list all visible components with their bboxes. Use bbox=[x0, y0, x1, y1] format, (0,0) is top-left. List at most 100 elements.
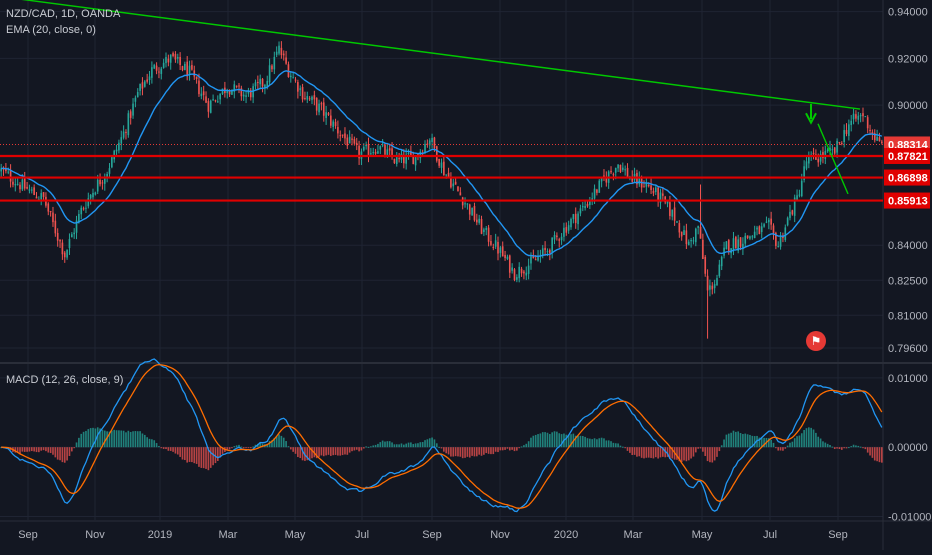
candle-body bbox=[292, 77, 294, 79]
macd-histogram-bar bbox=[468, 447, 471, 458]
macd-legend[interactable]: MACD (12, 26, close, 9) bbox=[6, 374, 124, 386]
macd-histogram-bar bbox=[214, 447, 217, 464]
candle-body bbox=[657, 187, 659, 201]
macd-histogram-bar bbox=[127, 430, 130, 448]
macd-histogram-bar bbox=[341, 447, 344, 456]
candle-body bbox=[351, 138, 353, 140]
candle-body bbox=[219, 93, 221, 100]
macd-histogram-bar bbox=[669, 447, 671, 459]
macd-histogram-bar bbox=[803, 430, 805, 448]
macd-histogram-bar bbox=[713, 447, 716, 461]
candle-body bbox=[709, 285, 711, 290]
candle-body bbox=[308, 98, 311, 100]
time-axis-tick-label: 2020 bbox=[554, 529, 578, 541]
candle-body bbox=[257, 81, 259, 83]
candle-body bbox=[367, 143, 370, 156]
candle-body bbox=[880, 141, 883, 143]
flag-event-icon[interactable]: ⚑ bbox=[806, 331, 826, 351]
candle-body bbox=[777, 245, 780, 247]
macd-histogram-bar bbox=[459, 447, 462, 457]
candle-body bbox=[205, 96, 207, 103]
ema-legend[interactable]: EMA (20, close, 0) bbox=[6, 24, 96, 36]
candle-body bbox=[318, 103, 320, 113]
candle-body bbox=[30, 189, 33, 191]
macd-histogram-bar bbox=[431, 437, 433, 448]
candle-body bbox=[176, 57, 179, 59]
macd-histogram-bar bbox=[35, 447, 38, 453]
candle-body bbox=[560, 236, 563, 241]
macd-histogram-bar bbox=[666, 447, 669, 457]
candle-body bbox=[377, 151, 379, 154]
candle-body bbox=[833, 147, 836, 154]
candle-body bbox=[702, 239, 704, 260]
symbol-legend[interactable]: NZD/CAD, 1D, OANDA bbox=[6, 8, 121, 20]
macd-histogram-bar bbox=[16, 447, 19, 453]
candle-body bbox=[534, 259, 537, 261]
candle-body bbox=[193, 70, 196, 77]
macd-histogram-bar bbox=[544, 432, 546, 448]
macd-histogram-bar bbox=[772, 442, 775, 448]
macd-histogram-bar bbox=[520, 446, 523, 448]
candle-body bbox=[294, 79, 297, 81]
macd-histogram-bar bbox=[28, 447, 31, 452]
macd-histogram-bar bbox=[134, 431, 137, 448]
macd-histogram-bar bbox=[464, 447, 466, 458]
candle-body bbox=[727, 240, 730, 251]
macd-histogram-bar bbox=[403, 444, 405, 448]
macd-histogram-bar bbox=[259, 442, 262, 448]
candle-body bbox=[579, 208, 582, 214]
price-tag-label: 0.85913 bbox=[888, 196, 928, 208]
macd-histogram-bar bbox=[141, 433, 144, 448]
macd-histogram-bar bbox=[391, 442, 393, 448]
macd-histogram-bar bbox=[297, 447, 299, 458]
candle-body bbox=[365, 144, 367, 147]
candle-body bbox=[435, 146, 438, 161]
macd-histogram-bar bbox=[709, 447, 711, 463]
macd-histogram-bar bbox=[631, 447, 634, 456]
macd-histogram-bar bbox=[857, 445, 860, 448]
candle-body bbox=[16, 183, 19, 185]
candle-body bbox=[638, 176, 641, 185]
candle-body bbox=[468, 204, 471, 215]
candle-body bbox=[252, 86, 254, 98]
candle-body bbox=[850, 120, 853, 126]
candle-body bbox=[711, 285, 714, 290]
macd-histogram-bar bbox=[815, 432, 817, 448]
candle-body bbox=[725, 241, 728, 250]
candle-body bbox=[261, 78, 264, 87]
macd-histogram-bar bbox=[306, 447, 309, 461]
time-axis-tick-label: May bbox=[692, 529, 713, 541]
candle-body bbox=[132, 103, 134, 116]
macd-histogram-bar bbox=[362, 447, 365, 449]
macd-histogram-bar bbox=[165, 447, 167, 450]
macd-histogram-bar bbox=[838, 447, 841, 450]
macd-histogram-bar bbox=[280, 435, 283, 448]
candle-body bbox=[54, 220, 57, 234]
candle-body bbox=[285, 57, 287, 64]
macd-histogram-bar bbox=[565, 434, 568, 448]
macd-histogram-bar bbox=[139, 431, 141, 448]
macd-histogram-bar bbox=[85, 430, 87, 448]
price-axis-tick-label: 0.94000 bbox=[888, 7, 928, 19]
candle-body bbox=[581, 206, 584, 208]
macd-histogram-bar bbox=[499, 447, 502, 451]
candle-body bbox=[756, 227, 758, 230]
macd-histogram-bar bbox=[45, 447, 47, 452]
macd-histogram-bar bbox=[523, 445, 525, 448]
candle-body bbox=[447, 172, 450, 178]
candle-body bbox=[577, 213, 579, 225]
macd-histogram-bar bbox=[725, 434, 728, 448]
candle-body bbox=[786, 217, 789, 226]
candle-body bbox=[68, 238, 71, 248]
macd-histogram-bar bbox=[718, 447, 721, 452]
candle-body bbox=[624, 169, 626, 171]
candle-body bbox=[855, 114, 857, 119]
candle-body bbox=[207, 101, 210, 112]
candle-body bbox=[457, 186, 459, 192]
macd-histogram-bar bbox=[428, 438, 431, 448]
macd-histogram-bar bbox=[407, 442, 410, 448]
candle-body bbox=[819, 154, 822, 162]
candle-body bbox=[742, 243, 744, 249]
